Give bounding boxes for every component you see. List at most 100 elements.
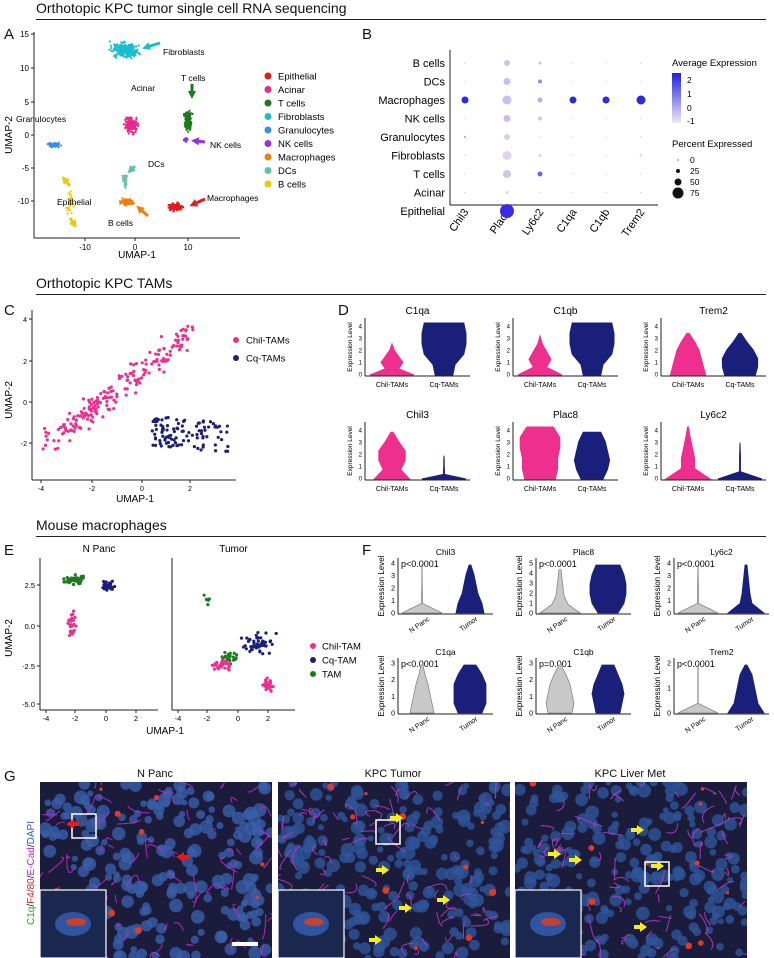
umap-point <box>42 426 47 431</box>
y-tick-label: 2.5 <box>25 581 35 590</box>
umap-point <box>105 588 109 592</box>
ecad-membrane <box>342 837 351 841</box>
nucleus <box>412 794 424 805</box>
nucleus <box>238 829 252 843</box>
umap-point <box>176 205 179 208</box>
cluster-arrowhead <box>136 205 145 214</box>
umap-point <box>169 437 173 441</box>
panel-c-umap: -4 -2 0 2 4 2 0 -2 UMAP-1 UMAP-2 Chil-TAMs Cq-TAMs <box>4 310 290 505</box>
violin <box>591 664 625 714</box>
umap-point <box>199 448 203 452</box>
umap-point <box>219 430 223 434</box>
umap-point <box>270 642 274 646</box>
umap-point <box>123 387 127 391</box>
y-tick-label: 1 <box>359 361 363 367</box>
violin <box>519 426 561 480</box>
umap-point <box>91 415 95 419</box>
umap-point <box>81 397 86 401</box>
nucleus <box>224 943 237 956</box>
ecad-membrane <box>48 856 65 874</box>
umap-point <box>211 422 215 426</box>
umap-point <box>231 655 235 659</box>
row-label: NK cells <box>405 114 446 126</box>
panel-a-cluster-labels: Fibroblasts T cells Acinar Granulocytes NK c… <box>16 41 259 229</box>
umap-point <box>123 46 126 50</box>
group-label: Cq-TAMs <box>577 486 607 493</box>
avg-expression-colorbar <box>672 73 681 123</box>
umap-point <box>109 395 114 399</box>
nucleus <box>717 918 724 925</box>
umap-point <box>187 122 190 125</box>
nucleus <box>186 787 195 796</box>
umap-point <box>190 325 194 329</box>
dot-mark <box>538 61 542 65</box>
panel-letter-e: E <box>4 542 15 559</box>
dot-mark <box>572 136 574 138</box>
umap-point <box>180 424 184 428</box>
legend-swatch <box>310 643 316 649</box>
umap-point <box>119 52 123 55</box>
nucleus <box>584 939 597 952</box>
umap-point <box>163 438 167 442</box>
y-tick-label: 15 <box>20 30 29 39</box>
umap-point <box>254 633 258 637</box>
nucleus <box>191 950 201 958</box>
y-tick-label: -10 <box>17 197 29 206</box>
umap-point <box>185 348 189 353</box>
violin <box>721 332 759 376</box>
umap-point <box>66 209 69 212</box>
nucleus <box>44 799 52 807</box>
nucleus <box>248 813 262 827</box>
umap-point <box>239 636 244 640</box>
y-tick-label: 1 <box>655 465 659 471</box>
nucleus <box>169 946 183 958</box>
nucleus <box>576 873 583 880</box>
violin <box>455 564 485 614</box>
umap-point <box>195 436 199 440</box>
umap-point <box>140 361 144 365</box>
umap-point <box>108 40 112 43</box>
nucleus <box>194 880 208 894</box>
y-tick-label: -5.0 <box>22 700 35 709</box>
umap-point <box>186 111 189 114</box>
ecad-membrane <box>470 918 490 927</box>
nucleus <box>624 871 633 879</box>
y-tick-label: 2 <box>667 586 671 593</box>
nucleus <box>435 825 444 834</box>
nucleus <box>60 812 69 820</box>
nucleus <box>95 793 103 802</box>
umap-point <box>187 127 191 130</box>
ecad-membrane <box>397 880 406 899</box>
y-tick-label: 2 <box>529 677 533 684</box>
x-axis-label: UMAP-1 <box>116 494 154 505</box>
umap-point <box>162 347 166 351</box>
umap-point <box>127 125 130 128</box>
umap-point <box>147 371 151 375</box>
umap-point <box>175 418 179 422</box>
nucleus <box>592 831 606 845</box>
nucleus <box>142 905 152 915</box>
ecad-membrane <box>406 790 418 799</box>
panel-a-umap: -10 0 10 15 10 5 0 -5 -10 UMAP-1 UMAP-2 Fibroblast… <box>4 30 336 261</box>
umap-point <box>102 583 106 587</box>
x-tick-label: -2 <box>204 714 211 723</box>
legend-label: NK cells <box>278 139 313 150</box>
avg-expression-title: Average Expression <box>672 58 757 69</box>
nucleus <box>704 835 718 849</box>
violin <box>589 564 627 614</box>
nucleus <box>703 880 716 893</box>
legend-swatch <box>264 99 272 107</box>
nucleus <box>235 826 242 833</box>
umap-point <box>114 48 117 51</box>
ecad-membrane <box>611 896 626 908</box>
nucleus <box>707 896 714 904</box>
umap-point <box>76 581 81 585</box>
section-rule <box>36 294 766 295</box>
ecad-membrane <box>99 844 103 852</box>
micrograph-kpc-liver-met <box>515 782 747 958</box>
umap-point <box>68 209 72 212</box>
y-tick-label: 0 <box>667 611 671 618</box>
ecad-membrane <box>301 808 316 819</box>
nucleus <box>81 830 90 838</box>
umap-point <box>132 373 136 378</box>
